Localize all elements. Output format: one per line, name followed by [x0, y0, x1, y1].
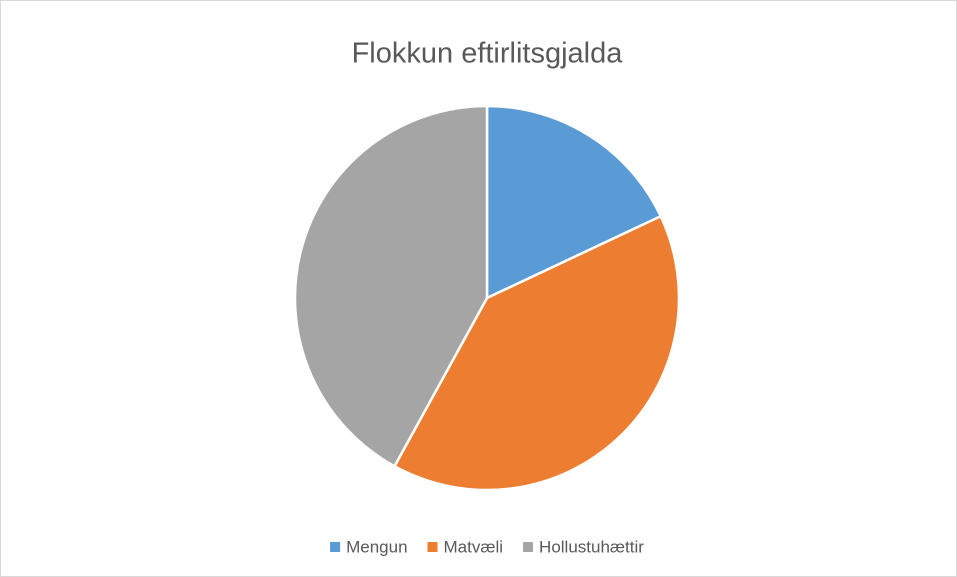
pie-slice — [392, 214, 681, 492]
pie-slice — [293, 104, 489, 468]
legend-swatch — [427, 542, 438, 552]
pie-slice — [485, 104, 663, 300]
legend-label: Mengun — [346, 537, 407, 556]
legend-swatch — [330, 542, 341, 552]
chart-title: Flokkun eftirlitsgjalda — [352, 38, 624, 70]
legend-label: Matvæli — [444, 537, 504, 556]
legend-label: Hollustuhættir — [539, 537, 644, 556]
legend-swatch — [523, 542, 534, 552]
legend: Mengun Matvæli Hollustuhættir — [330, 537, 644, 556]
